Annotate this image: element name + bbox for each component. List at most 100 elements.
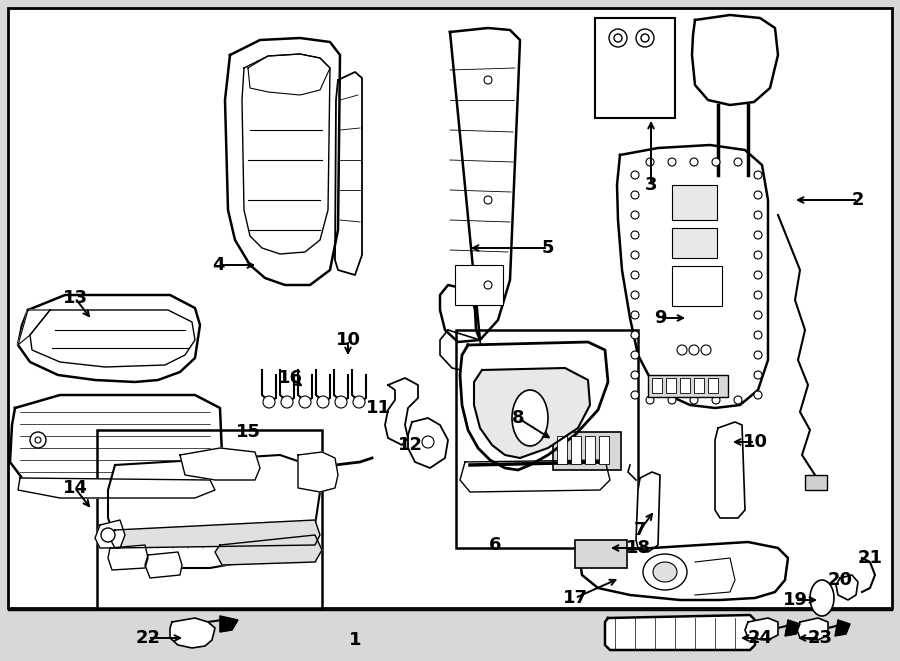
Circle shape	[631, 371, 639, 379]
Circle shape	[631, 271, 639, 279]
Polygon shape	[18, 478, 215, 498]
Circle shape	[631, 211, 639, 219]
Circle shape	[101, 528, 115, 542]
Circle shape	[646, 396, 654, 404]
Circle shape	[631, 291, 639, 299]
Bar	[666, 378, 676, 393]
Polygon shape	[30, 310, 195, 367]
Circle shape	[754, 291, 762, 299]
Circle shape	[614, 34, 622, 42]
Text: 22: 22	[136, 629, 160, 647]
Polygon shape	[408, 418, 448, 468]
Circle shape	[668, 396, 676, 404]
Bar	[595, 18, 675, 118]
Bar	[680, 378, 690, 393]
Bar	[805, 475, 827, 490]
Polygon shape	[836, 575, 858, 600]
Bar	[553, 432, 621, 470]
Polygon shape	[636, 472, 660, 552]
Polygon shape	[170, 618, 215, 648]
Bar	[694, 378, 704, 393]
Polygon shape	[835, 620, 850, 636]
Bar	[455, 265, 503, 305]
Circle shape	[646, 158, 654, 166]
Polygon shape	[440, 330, 482, 372]
Circle shape	[754, 331, 762, 339]
Polygon shape	[460, 460, 610, 492]
Text: 16: 16	[277, 369, 302, 387]
Text: 15: 15	[236, 423, 260, 441]
Circle shape	[631, 191, 639, 199]
Circle shape	[30, 432, 46, 448]
Circle shape	[335, 396, 347, 408]
Circle shape	[636, 29, 654, 47]
Polygon shape	[797, 618, 828, 640]
Circle shape	[631, 251, 639, 259]
Circle shape	[754, 351, 762, 359]
Circle shape	[677, 345, 687, 355]
Circle shape	[754, 171, 762, 179]
Bar	[585, 436, 595, 464]
Text: 12: 12	[398, 436, 422, 454]
Ellipse shape	[512, 390, 548, 446]
Circle shape	[754, 271, 762, 279]
Bar	[571, 436, 581, 464]
Polygon shape	[460, 342, 608, 470]
Polygon shape	[385, 378, 418, 445]
Polygon shape	[617, 145, 768, 408]
Bar	[672, 228, 717, 258]
Circle shape	[631, 391, 639, 399]
Circle shape	[281, 396, 293, 408]
Polygon shape	[745, 618, 778, 640]
Polygon shape	[605, 615, 755, 650]
Bar	[708, 378, 718, 393]
Circle shape	[631, 331, 639, 339]
Bar	[557, 436, 567, 464]
Text: 9: 9	[653, 309, 666, 327]
Polygon shape	[242, 54, 330, 254]
Polygon shape	[440, 28, 520, 342]
Circle shape	[690, 158, 698, 166]
Text: 14: 14	[62, 479, 87, 497]
Polygon shape	[580, 542, 788, 600]
Circle shape	[631, 171, 639, 179]
Circle shape	[35, 437, 41, 443]
Circle shape	[754, 311, 762, 319]
Circle shape	[734, 158, 742, 166]
Polygon shape	[10, 395, 222, 490]
Polygon shape	[335, 72, 362, 275]
Ellipse shape	[810, 580, 834, 616]
Circle shape	[690, 396, 698, 404]
Bar	[599, 436, 609, 464]
Bar	[648, 375, 728, 397]
Bar	[456, 330, 638, 548]
Bar	[672, 185, 717, 220]
Text: 3: 3	[644, 176, 657, 194]
Polygon shape	[692, 15, 778, 105]
Circle shape	[701, 345, 711, 355]
Circle shape	[754, 391, 762, 399]
Polygon shape	[785, 620, 800, 636]
Circle shape	[754, 211, 762, 219]
Text: 6: 6	[489, 536, 501, 554]
Circle shape	[631, 311, 639, 319]
Circle shape	[754, 191, 762, 199]
Text: 13: 13	[62, 289, 87, 307]
Circle shape	[712, 158, 720, 166]
Circle shape	[754, 251, 762, 259]
Circle shape	[263, 396, 275, 408]
Text: 19: 19	[782, 591, 807, 609]
Text: 2: 2	[851, 191, 864, 209]
Bar	[652, 378, 662, 393]
Text: 10: 10	[336, 331, 361, 349]
Circle shape	[484, 76, 492, 84]
Circle shape	[353, 396, 365, 408]
Circle shape	[734, 396, 742, 404]
Circle shape	[754, 231, 762, 239]
Circle shape	[712, 396, 720, 404]
Text: 20: 20	[827, 571, 852, 589]
Text: 4: 4	[212, 256, 224, 274]
Circle shape	[299, 396, 311, 408]
Polygon shape	[715, 422, 745, 518]
Polygon shape	[18, 295, 200, 382]
